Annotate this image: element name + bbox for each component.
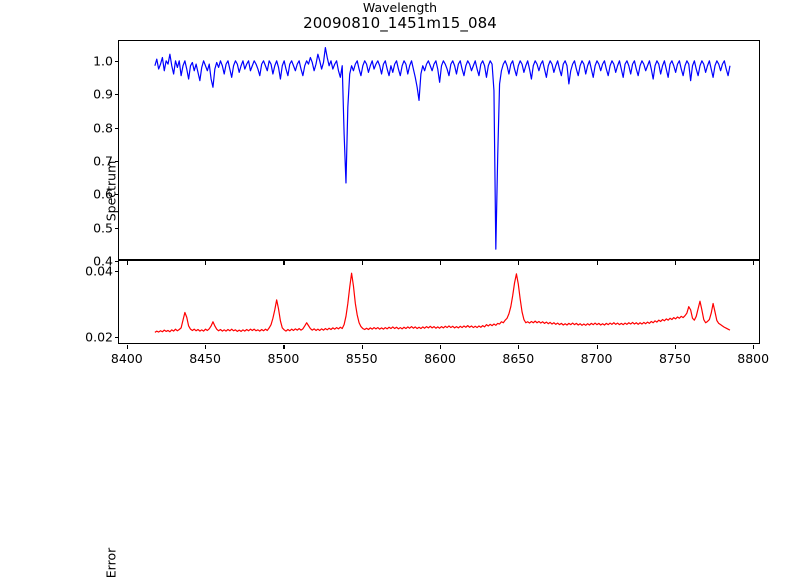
spectrum-x-tick-mark [126, 261, 128, 265]
spectrum-y-tick-mark [115, 127, 119, 129]
spectrum-x-tick-mark [440, 261, 442, 265]
error-x-tick-mark [361, 345, 363, 349]
spectrum-y-tick-label: 0.5 [93, 220, 113, 236]
error-x-tick-label: 8650 [502, 351, 535, 366]
spectrum-x-tick-mark [753, 261, 755, 265]
spectrum-x-tick-mark [674, 261, 676, 265]
error-y-tick-label: 0.04 [85, 263, 113, 279]
spectrum-y-tick-mark [115, 261, 119, 263]
error-x-tick-mark [205, 345, 207, 349]
spectrum-x-tick-mark [596, 261, 598, 265]
error-x-tick-mark [283, 345, 285, 349]
spectrum-plot-area: 1.0 0.9 0.8 0.7 0.6 0.5 0.4 Spectrum [93, 40, 760, 269]
error-x-tick-label: 8800 [737, 351, 770, 366]
figure-canvas: 20090810_1451m15_084 1.0 0.9 0.8 0.7 0.6 0.5 0… [85, 0, 769, 578]
error-y-axis-title-text: Error [103, 547, 119, 578]
spectrum-line-series [119, 41, 759, 259]
x-axis-title: Wavelength [362, 0, 438, 15]
spectrum-y-tick-mark [115, 161, 119, 163]
error-plot-area: 0.04 0.02 8400 8450 8500 8550 8600 8650 8700 875… [85, 260, 769, 578]
error-x-tick-mark [753, 345, 755, 349]
error-x-tick-label: 8500 [267, 351, 300, 366]
error-x-tick-mark [518, 345, 520, 349]
spectrum-y-tick-label: 0.4 [93, 253, 113, 269]
spectrum-y-tick-label: 1.0 [93, 53, 113, 69]
error-x-tick-mark [596, 345, 598, 349]
error-y-tick-mark [115, 270, 119, 272]
error-line-series [119, 261, 759, 343]
error-x-tick-label: 8550 [345, 351, 378, 366]
spectrum-x-tick-mark [361, 261, 363, 265]
error-x-tick-mark [126, 345, 128, 349]
error-x-tick-label: 8600 [424, 351, 456, 366]
spectrum-y-tick-mark [115, 194, 119, 196]
spectrum-y-tick-mark [115, 227, 119, 229]
figure-title: 20090810_1451m15_084 [303, 14, 497, 32]
spectrum-y-tick-label: 0.9 [93, 86, 113, 102]
spectrum-x-tick-mark [283, 261, 285, 265]
error-x-tick-label: 8400 [110, 351, 143, 366]
spectrum-x-tick-mark [518, 261, 520, 265]
spectrum-y-tick-label: 0.7 [93, 153, 113, 169]
spectrum-y-axis-title-text: Spectrum [103, 160, 119, 222]
spectrum-y-tick-mark [115, 61, 119, 63]
error-x-tick-label: 8750 [658, 351, 691, 366]
error-y-tick-mark [115, 336, 119, 338]
error-x-tick-mark [674, 345, 676, 349]
spectrum-y-tick-label: 0.8 [93, 120, 113, 136]
error-y-tick-label: 0.02 [85, 329, 113, 345]
spectrum-y-tick-label: 0.6 [93, 186, 113, 202]
error-x-tick-label: 8700 [580, 351, 613, 366]
error-x-tick-label: 8450 [189, 351, 222, 366]
error-x-tick-mark [440, 345, 442, 349]
spectrum-y-tick-mark [115, 94, 119, 96]
spectrum-x-tick-mark [205, 261, 207, 265]
